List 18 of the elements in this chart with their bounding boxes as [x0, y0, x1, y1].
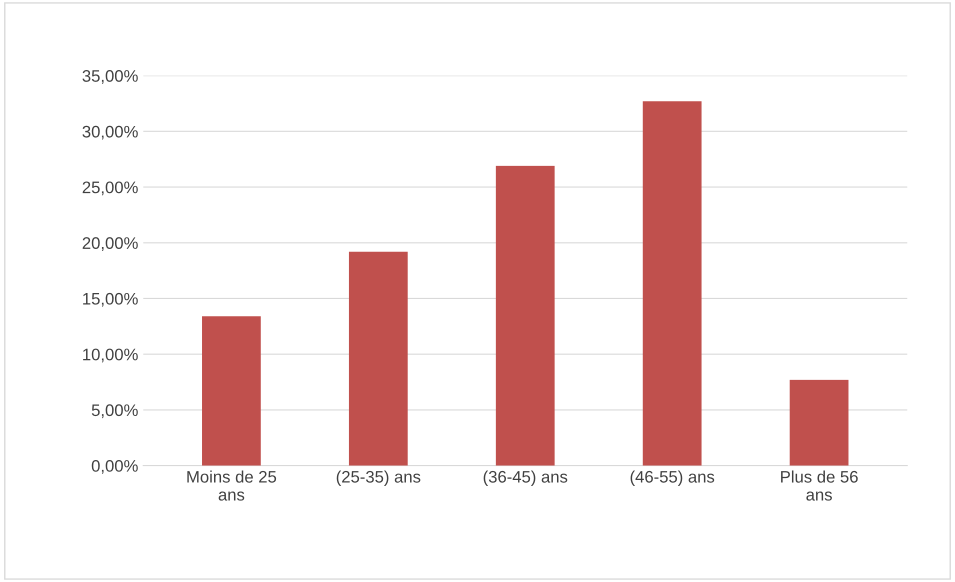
x-tick-label: Plus de 56 ans [781, 470, 858, 501]
x-tick-label: Moins de 25 ans [187, 470, 276, 501]
x-tick-label: (46-55) ans [630, 470, 714, 486]
y-tick-label: 30,00% [82, 126, 138, 140]
x-tick-label: (25-35) ans [336, 470, 420, 486]
y-tick-label: 0,00% [92, 460, 138, 474]
bar [348, 252, 408, 466]
bar [496, 166, 555, 466]
bar [202, 316, 261, 466]
y-tick-label: 15,00% [83, 292, 138, 307]
y-tick-label: 35,00% [82, 70, 138, 84]
y-tick-label: 25,00% [82, 181, 138, 196]
y-tick-label: 5,00% [92, 404, 138, 418]
y-tick-label: 10,00% [83, 348, 138, 362]
bar [790, 380, 848, 466]
y-tick-label: 20,00% [82, 237, 138, 251]
x-tick-label: (36-45) ans [484, 470, 568, 486]
bar [642, 101, 702, 466]
